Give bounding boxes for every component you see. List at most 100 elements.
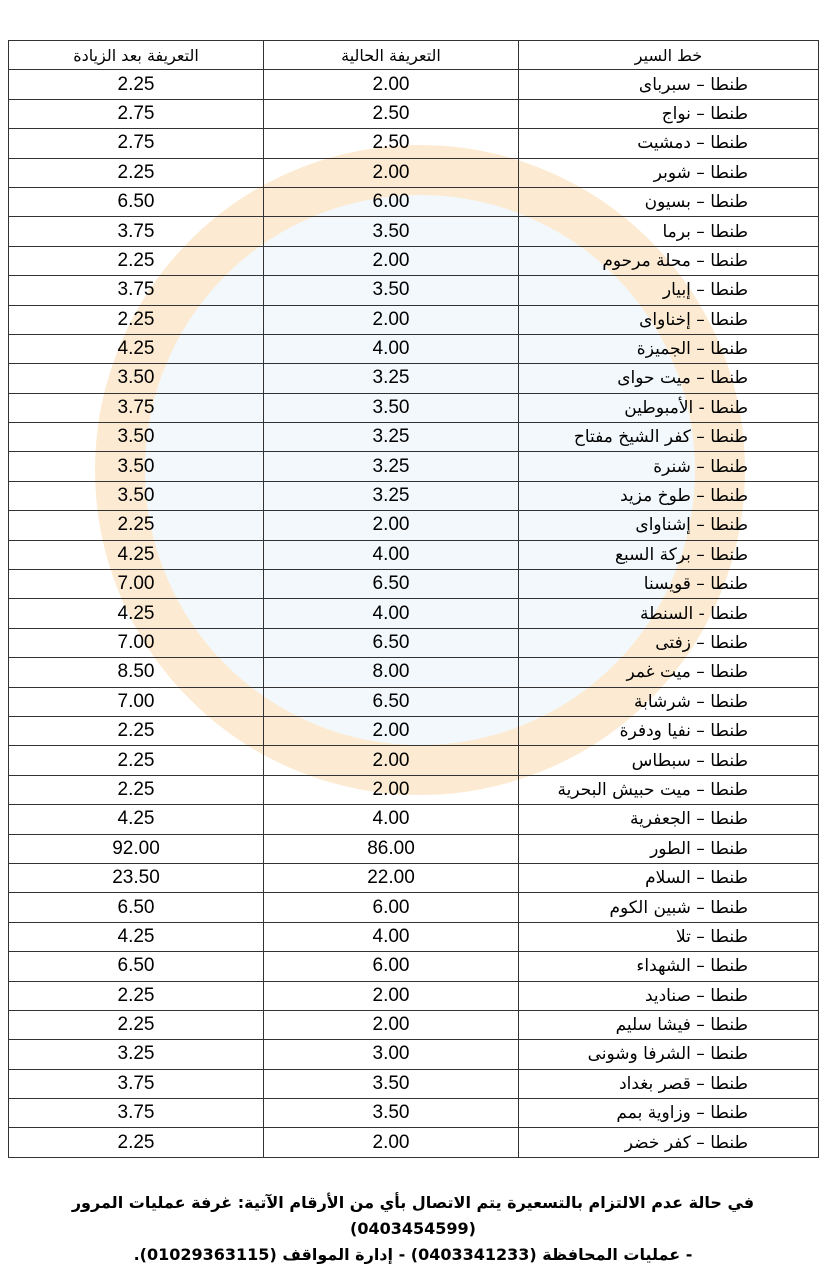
- table-row: طنطا – إخناواى 2.00 2.25: [8, 304, 819, 335]
- current-fare-cell: 6.00: [263, 186, 519, 218]
- table-row: طنطا – ميت غمر 8.00 8.50: [8, 657, 819, 688]
- current-fare-cell: 2.00: [263, 1009, 519, 1041]
- current-fare-cell: 2.00: [263, 157, 519, 188]
- current-fare-cell: 4.00: [263, 333, 519, 365]
- new-fare-cell: 3.50: [8, 422, 264, 453]
- fare-table: خط السير التعريفة الحالية التعريفة بعد ا…: [8, 39, 819, 1158]
- route-cell: طنطا – الجميزة: [518, 333, 819, 365]
- new-fare-cell: 4.25: [8, 598, 264, 629]
- table-row: طنطا – قصر بغداد 3.50 3.75: [8, 1068, 819, 1100]
- table-row: طنطا – نواج 2.50 2.75: [8, 98, 819, 130]
- route-cell: طنطا – زفتى: [518, 627, 819, 659]
- current-fare-cell: 3.25: [263, 451, 519, 482]
- current-fare-cell: 4.00: [263, 804, 519, 835]
- route-cell: طنطا – بركة السبع: [518, 539, 819, 571]
- new-fare-cell: 2.25: [8, 245, 264, 277]
- current-fare-cell: 2.50: [263, 128, 519, 159]
- current-fare-cell: 3.25: [263, 422, 519, 453]
- table-row: طنطا – شرشابة 6.50 7.00: [8, 686, 819, 717]
- new-fare-cell: 2.25: [8, 715, 264, 747]
- current-fare-cell: 4.00: [263, 921, 519, 953]
- current-fare-cell: 2.00: [263, 774, 519, 806]
- new-fare-cell: 3.50: [8, 480, 264, 512]
- current-fare-cell: 4.00: [263, 539, 519, 571]
- table-row: طنطا - السنطة 4.00 4.25: [8, 598, 819, 629]
- new-fare-cell: 2.75: [8, 98, 264, 130]
- table-row: طنطا – ميت حواى 3.25 3.50: [8, 363, 819, 394]
- route-cell: طنطا – تلا: [518, 921, 819, 953]
- route-cell: طنطا – صناديد: [518, 980, 819, 1011]
- table-row: طنطا – وزاوية بمم 3.50 3.75: [8, 1098, 819, 1129]
- table-row: طنطا – محلة مرحوم 2.00 2.25: [8, 245, 819, 277]
- current-fare-cell: 6.00: [263, 892, 519, 923]
- new-fare-cell: 3.50: [8, 451, 264, 482]
- table-row: طنطا – شنرة 3.25 3.50: [8, 451, 819, 482]
- current-fare-cell: 2.00: [263, 1127, 519, 1158]
- current-fare-cell: 2.00: [263, 980, 519, 1011]
- new-fare-cell: 3.50: [8, 363, 264, 394]
- current-fare-cell: 2.00: [263, 745, 519, 776]
- route-cell: طنطا – ميت حبيش البحرية: [518, 774, 819, 806]
- new-fare-cell: 3.75: [8, 275, 264, 306]
- table-row: طنطا – شوبر 2.00 2.25: [8, 157, 819, 188]
- current-fare-cell: 3.50: [263, 1068, 519, 1100]
- new-fare-cell: 2.25: [8, 980, 264, 1011]
- route-cell: طنطا – شوبر: [518, 157, 819, 188]
- table-row: طنطا – دمشيت 2.50 2.75: [8, 128, 819, 159]
- route-cell: طنطا – طوخ مزيد: [518, 480, 819, 512]
- current-fare-cell: 86.00: [263, 833, 519, 864]
- new-fare-cell: 3.75: [8, 1098, 264, 1129]
- current-fare-cell: 2.00: [263, 304, 519, 335]
- table-row: طنطا – الشهداء 6.00 6.50: [8, 951, 819, 982]
- new-fare-cell: 7.00: [8, 569, 264, 600]
- table-row: طنطا – بركة السبع 4.00 4.25: [8, 539, 819, 571]
- table-body: طنطا – سبرباى 2.00 2.25 طنطا – نواج 2.50 2.75…: [8, 69, 819, 1158]
- route-cell: طنطا – إبيار: [518, 275, 819, 306]
- table-row: طنطا – زفتى 6.50 7.00: [8, 627, 819, 659]
- table-row: طنطا – إشناواى 2.00 2.25: [8, 510, 819, 541]
- current-fare-cell: 6.50: [263, 627, 519, 659]
- new-fare-cell: 2.25: [8, 157, 264, 188]
- table-row: طنطا – سبطاس 2.00 2.25: [8, 745, 819, 776]
- table-row: طنطا – كفر الشيخ مفتاح 3.25 3.50: [8, 422, 819, 453]
- current-fare-cell: 6.50: [263, 686, 519, 717]
- current-fare-cell: 2.00: [263, 510, 519, 541]
- current-fare-cell: 2.50: [263, 98, 519, 130]
- current-fare-cell: 2.00: [263, 245, 519, 277]
- footer: في حالة عدم الالتزام بالتسعيرة يتم الاتص…: [20, 1190, 806, 1268]
- table-row: طنطا – نفيا ودفرة 2.00 2.25: [8, 715, 819, 747]
- route-cell: طنطا – قصر بغداد: [518, 1068, 819, 1100]
- table-row: طنطا – السلام 22.00 23.50: [8, 862, 819, 894]
- current-fare-cell: 3.50: [263, 216, 519, 247]
- table-row: طنطا – الجعفرية 4.00 4.25: [8, 804, 819, 835]
- current-fare-cell: 3.25: [263, 480, 519, 512]
- route-cell: طنطا – الجعفرية: [518, 804, 819, 835]
- table-row: طنطا – فيشا سليم 2.00 2.25: [8, 1009, 819, 1041]
- new-fare-cell: 7.00: [8, 686, 264, 717]
- route-cell: طنطا – كفر خضر: [518, 1127, 819, 1158]
- route-cell: طنطا – شبين الكوم: [518, 892, 819, 923]
- new-fare-cell: 4.25: [8, 539, 264, 571]
- new-fare-cell: 2.25: [8, 510, 264, 541]
- new-fare-cell: 7.00: [8, 627, 264, 659]
- new-fare-cell: 4.25: [8, 921, 264, 953]
- table-row: طنطا – كفر خضر 2.00 2.25: [8, 1127, 819, 1158]
- current-fare-cell: 3.25: [263, 363, 519, 394]
- route-cell: طنطا – الشهداء: [518, 951, 819, 982]
- new-fare-cell: 23.50: [8, 862, 264, 894]
- current-fare-cell: 4.00: [263, 598, 519, 629]
- route-cell: طنطا – قويسنا: [518, 569, 819, 600]
- table-row: طنطا – بسيون 6.00 6.50: [8, 186, 819, 218]
- route-cell: طنطا – السلام: [518, 862, 819, 894]
- header-cell: التعريفة بعد الزيادة: [8, 39, 264, 71]
- new-fare-cell: 2.25: [8, 1009, 264, 1041]
- table-row: طنطا – إبيار 3.50 3.75: [8, 275, 819, 306]
- current-fare-cell: 2.00: [263, 715, 519, 747]
- route-cell: طنطا – نواج: [518, 98, 819, 130]
- new-fare-cell: 6.50: [8, 892, 264, 923]
- route-cell: طنطا - السنطة: [518, 598, 819, 629]
- new-fare-cell: 2.25: [8, 745, 264, 776]
- table-row: طنطا – تلا 4.00 4.25: [8, 921, 819, 953]
- table-row: طنطا – طوخ مزيد 3.25 3.50: [8, 480, 819, 512]
